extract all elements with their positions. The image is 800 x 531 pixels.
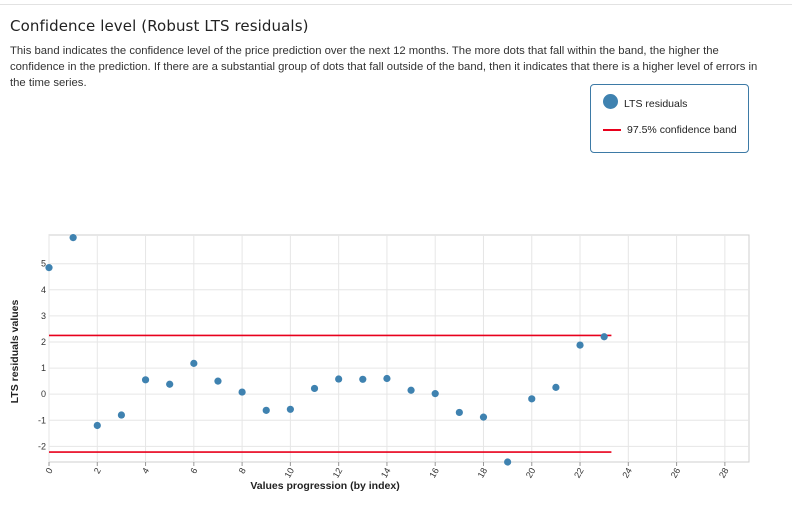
y-tick-label: 4 (41, 285, 46, 295)
residual-point (166, 380, 174, 388)
y-axis-title: LTS residuals values (9, 300, 21, 404)
x-tick-label: 0 (44, 466, 55, 475)
residual-point (262, 406, 270, 414)
residual-point (576, 341, 584, 349)
x-axis-title: Values progression (by index) (250, 480, 399, 492)
residual-point (214, 377, 222, 385)
residual-point (45, 264, 53, 272)
legend-label-confidence-band: 97.5% confidence band (627, 124, 737, 136)
y-tick-label: 3 (41, 311, 46, 321)
residual-point (383, 374, 391, 383)
residual-point (141, 376, 150, 384)
page-title: Confidence level (Robust LTS residuals) (10, 17, 309, 35)
legend-line-icon (603, 129, 621, 131)
x-tick-label: 24 (620, 466, 634, 480)
top-divider (0, 4, 792, 5)
residual-point (455, 408, 463, 417)
residual-point (407, 386, 415, 394)
residual-point (359, 375, 367, 383)
residual-point (69, 234, 77, 242)
residual-point (310, 384, 319, 393)
x-tick-label: 20 (524, 466, 538, 480)
residual-point (286, 405, 294, 413)
residual-point (600, 333, 608, 341)
legend-item-confidence-band[interactable]: 97.5% confidence band (603, 124, 737, 136)
y-tick-label: 0 (41, 389, 46, 399)
x-tick-label: 16 (427, 466, 441, 480)
x-tick-label: 14 (379, 466, 393, 480)
x-tick-label: 12 (331, 466, 345, 480)
x-tick-label: 6 (188, 466, 199, 475)
residual-point (117, 411, 126, 419)
residual-point (479, 413, 488, 421)
chart-legend: LTS residuals 97.5% confidence band (590, 84, 749, 153)
legend-dot-icon (603, 94, 618, 109)
x-tick-label: 4 (140, 466, 151, 475)
x-tick-label: 22 (572, 466, 586, 480)
y-tick-label: -1 (38, 415, 46, 425)
y-tick-label: 1 (41, 363, 46, 373)
y-tick-label: -2 (38, 441, 46, 451)
residual-point (335, 375, 343, 383)
residual-point (504, 458, 512, 466)
y-tick-label: 2 (41, 337, 46, 347)
x-tick-label: 26 (669, 466, 683, 480)
residual-point (528, 395, 536, 403)
residual-point (93, 421, 101, 430)
x-tick-label: 8 (237, 466, 248, 475)
plot-area (48, 234, 750, 463)
residual-point (190, 359, 198, 367)
residual-point (431, 390, 439, 398)
residual-point (552, 383, 560, 391)
legend-item-residuals[interactable]: LTS residuals (603, 94, 688, 111)
x-tick-label: 28 (717, 466, 731, 480)
y-tick-label: 5 (41, 259, 46, 269)
chart-description: This band indicates the confidence level… (10, 45, 758, 89)
legend-label-residuals: LTS residuals (624, 97, 688, 110)
x-tick-label: 18 (476, 466, 490, 480)
x-tick-label: 10 (282, 466, 296, 480)
residual-point (238, 388, 246, 396)
x-tick-label: 2 (92, 466, 103, 475)
